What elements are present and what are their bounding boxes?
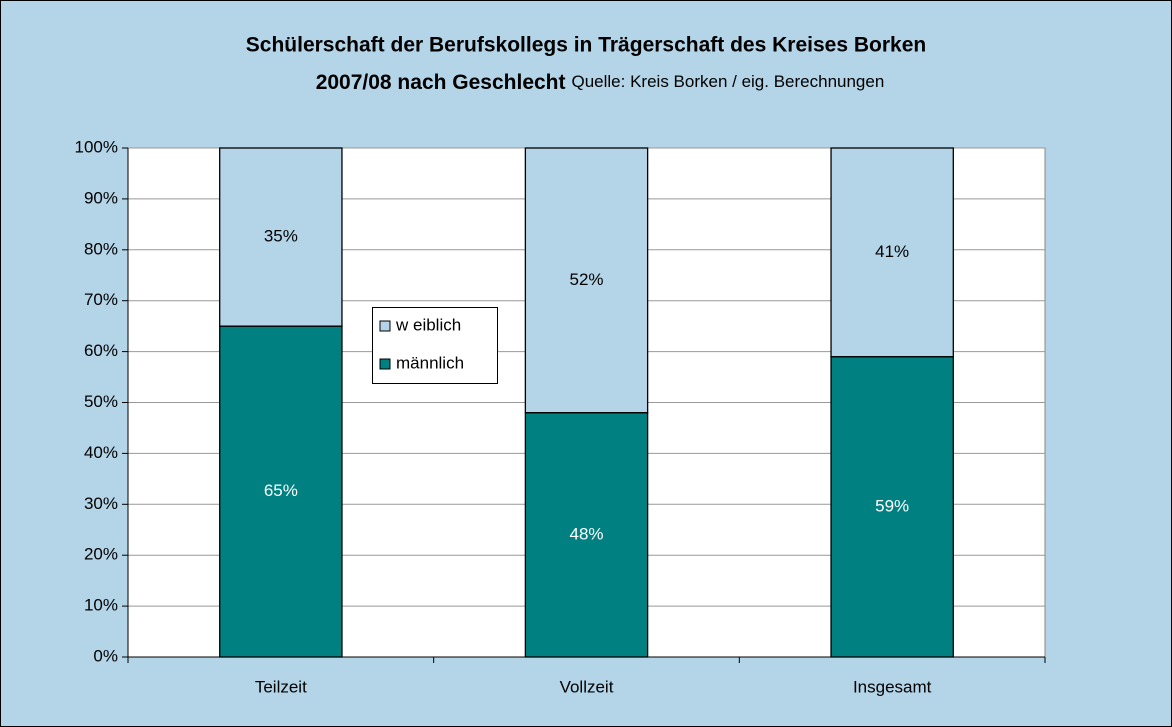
- bar-segment: [830, 356, 954, 658]
- bar-segment: [219, 147, 343, 327]
- y-tick-label: 100%: [75, 137, 118, 156]
- x-tick-label: Teilzeit: [255, 677, 307, 696]
- data-label: 65%: [264, 481, 298, 500]
- y-tick-label: 40%: [84, 443, 118, 462]
- bar-segment: [524, 147, 649, 414]
- y-tick-label: 80%: [84, 239, 118, 258]
- data-label: 59%: [875, 496, 909, 515]
- x-tick-label: Vollzeit: [560, 677, 614, 696]
- data-label: 48%: [569, 524, 603, 543]
- y-tick-label: 20%: [84, 545, 118, 564]
- y-tick-label: 70%: [84, 290, 118, 309]
- data-label: 52%: [569, 270, 603, 289]
- y-tick-label: 50%: [84, 392, 118, 411]
- y-tick-label: 10%: [84, 596, 118, 615]
- chart-title: Schülerschaft der Berufskollegs in Träge…: [246, 34, 926, 57]
- chart-subtitle: Quelle: Kreis Borken / eig. Berechnungen: [572, 72, 885, 91]
- legend-swatch: [379, 358, 391, 370]
- y-tick-label: 30%: [84, 494, 118, 513]
- legend-box: [372, 307, 498, 384]
- data-label: 35%: [264, 227, 298, 246]
- legend-swatch: [379, 320, 391, 332]
- x-tick-label: Insgesamt: [853, 677, 932, 696]
- bar-segment: [524, 412, 649, 658]
- y-tick-label: 90%: [84, 188, 118, 207]
- y-tick-label: 60%: [84, 341, 118, 360]
- legend-label: männlich: [396, 353, 464, 372]
- legend-label: w eiblich: [395, 315, 461, 334]
- data-label: 41%: [875, 242, 909, 261]
- bar-segment: [219, 325, 343, 658]
- title-line: 2007/08 nach Geschlecht Quelle: Kreis Bor…: [316, 71, 885, 94]
- chart-title: 2007/08 nach Geschlecht: [316, 71, 566, 94]
- bar-segment: [830, 147, 954, 358]
- y-tick-label: 0%: [93, 646, 118, 665]
